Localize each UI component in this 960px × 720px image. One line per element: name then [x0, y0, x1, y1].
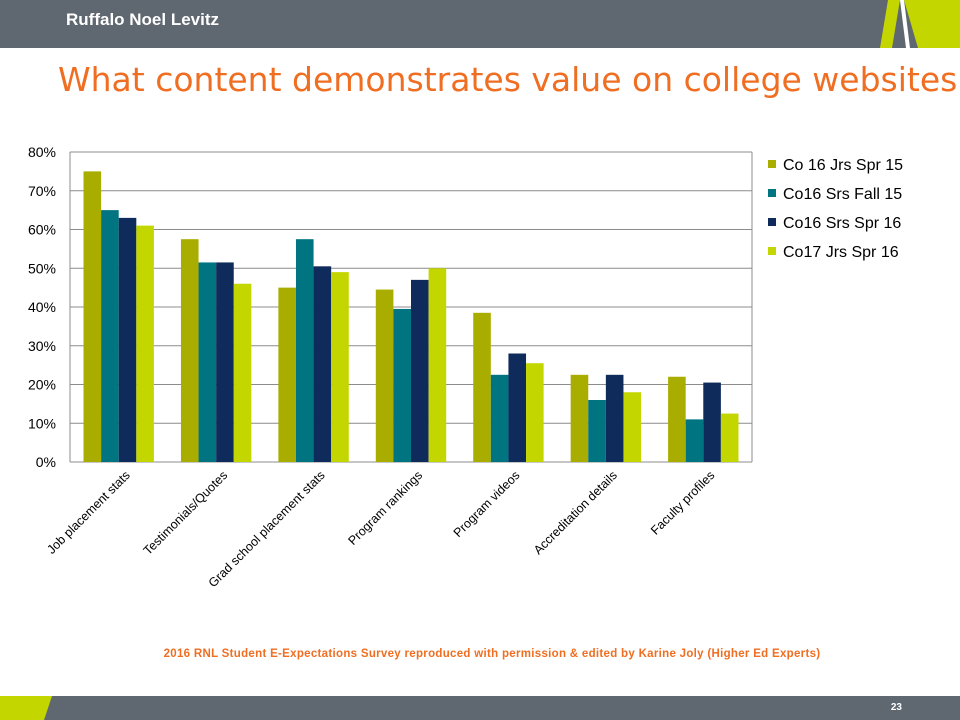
bar [375, 289, 394, 462]
y-tick-label: 60% [28, 222, 56, 238]
bar [605, 374, 624, 462]
bar [101, 210, 119, 462]
bar [118, 217, 137, 462]
y-tick-label: 30% [28, 338, 56, 354]
legend-swatch [768, 218, 776, 226]
y-tick-label: 0% [36, 454, 56, 470]
bar [685, 419, 704, 462]
bar [623, 392, 642, 462]
page-number: 23 [890, 702, 902, 713]
bar [136, 225, 154, 462]
x-tick-label: Program rankings [345, 468, 425, 548]
bar [393, 308, 411, 462]
bar [428, 268, 447, 462]
y-tick-label: 40% [28, 299, 56, 315]
legend-swatch [768, 160, 776, 168]
x-tick-label: Grad school placement stats [206, 468, 328, 590]
bar [216, 262, 234, 462]
bar [313, 266, 332, 462]
bar [508, 353, 527, 462]
y-tick-label: 80% [28, 144, 56, 160]
y-tick-label: 50% [28, 260, 56, 276]
bar [198, 262, 217, 462]
bar [720, 413, 739, 462]
bar [588, 400, 606, 462]
legend-label: Co16 Srs Fall 15 [783, 186, 902, 203]
bar [331, 272, 349, 462]
bar [83, 171, 102, 462]
bar [278, 287, 296, 462]
x-tick-label: Job placement stats [44, 468, 133, 557]
bar [180, 239, 199, 462]
bar [473, 312, 491, 462]
legend-swatch [768, 189, 776, 197]
legend-label: Co16 Srs Spr 16 [783, 215, 901, 232]
source-note: 2016 RNL Student E-Expectations Survey r… [163, 648, 821, 660]
bar [490, 374, 509, 462]
y-tick-label: 20% [28, 377, 56, 393]
corner-decoration [880, 0, 960, 48]
x-tick-label: Testimonials/Quotes [141, 468, 230, 557]
footer-accent [0, 696, 52, 720]
brand-name: Ruffalo Noel Levitz [66, 10, 220, 29]
bar-chart: 0% 10% 20% 30% 40% 50% 60% 70% 80% Job placement … [28, 144, 903, 590]
x-tick-label: Program videos [451, 468, 523, 540]
legend-label: Co 16 Jrs Spr 15 [783, 157, 903, 174]
bar [570, 374, 589, 462]
slide-title: What content demonstrates value on colle… [58, 60, 958, 99]
bar [703, 382, 721, 462]
x-tick-label: Accreditation details [531, 468, 620, 557]
legend-label: Co17 Jrs Spr 16 [783, 244, 899, 261]
y-tick-label: 10% [28, 415, 56, 431]
legend-swatch [768, 247, 776, 255]
footer-bar [0, 696, 960, 720]
bar [233, 283, 252, 462]
y-tick-label: 70% [28, 183, 56, 199]
header-bar [0, 0, 960, 48]
bar [526, 363, 544, 462]
bar [668, 376, 686, 462]
x-tick-label: Faculty profiles [648, 468, 717, 537]
bar [411, 279, 429, 462]
bar [295, 239, 314, 462]
